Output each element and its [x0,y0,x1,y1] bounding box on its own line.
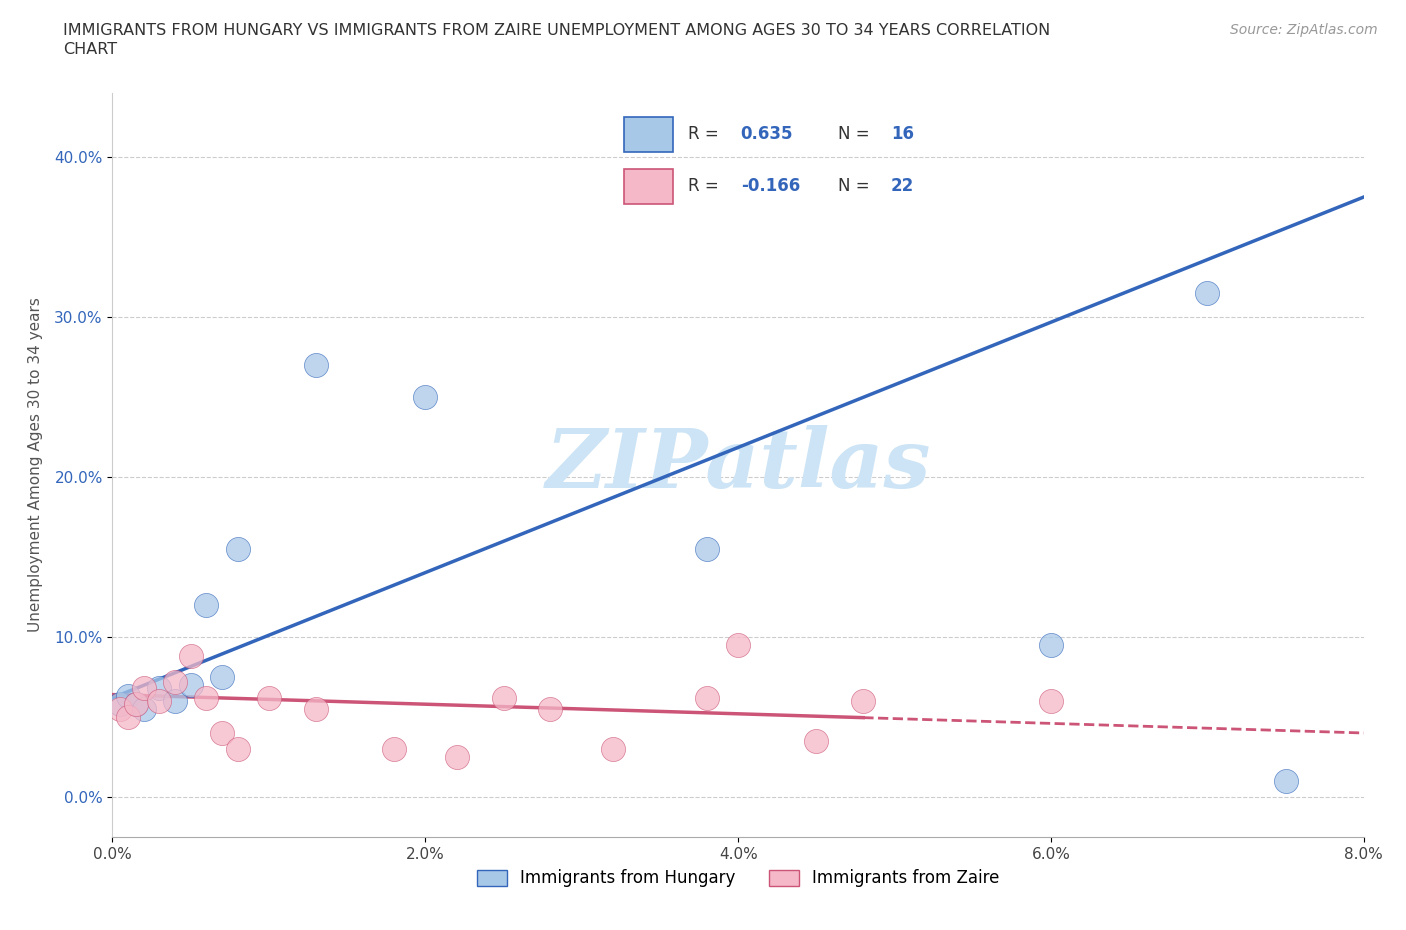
Point [226,741,249,756]
Point [163,674,186,689]
Point [117,689,139,704]
Point [163,694,186,709]
Point [305,357,328,372]
Text: Source: ZipAtlas.com: Source: ZipAtlas.com [1230,23,1378,37]
Point [1197,286,1219,300]
Point [125,697,148,711]
Point [195,598,218,613]
Point [806,734,828,749]
Point [180,678,202,693]
Text: ZIPatlas: ZIPatlas [546,425,931,505]
Point [125,697,148,711]
Point [257,690,280,705]
Point [446,750,468,764]
Point [180,649,202,664]
Point [602,741,624,756]
Point [148,694,170,709]
Point [148,681,170,696]
Point [492,690,515,705]
Point [110,697,132,711]
Point [195,690,218,705]
Point [132,681,155,696]
Point [132,701,155,716]
Text: CHART: CHART [63,42,117,57]
Y-axis label: Unemployment Among Ages 30 to 34 years: Unemployment Among Ages 30 to 34 years [28,298,44,632]
Point [1274,774,1296,789]
Point [413,390,436,405]
Point [696,541,718,556]
Point [1039,694,1063,709]
Point [211,725,233,740]
Point [305,701,328,716]
Point [110,701,132,716]
Point [538,701,561,716]
Point [852,694,875,709]
Point [696,690,718,705]
Legend: Immigrants from Hungary, Immigrants from Zaire: Immigrants from Hungary, Immigrants from… [468,861,1008,896]
Point [1039,638,1063,653]
Point [727,638,749,653]
Point [382,741,405,756]
Point [117,710,139,724]
Point [226,541,249,556]
Point [211,670,233,684]
Text: IMMIGRANTS FROM HUNGARY VS IMMIGRANTS FROM ZAIRE UNEMPLOYMENT AMONG AGES 30 TO 3: IMMIGRANTS FROM HUNGARY VS IMMIGRANTS FR… [63,23,1050,38]
